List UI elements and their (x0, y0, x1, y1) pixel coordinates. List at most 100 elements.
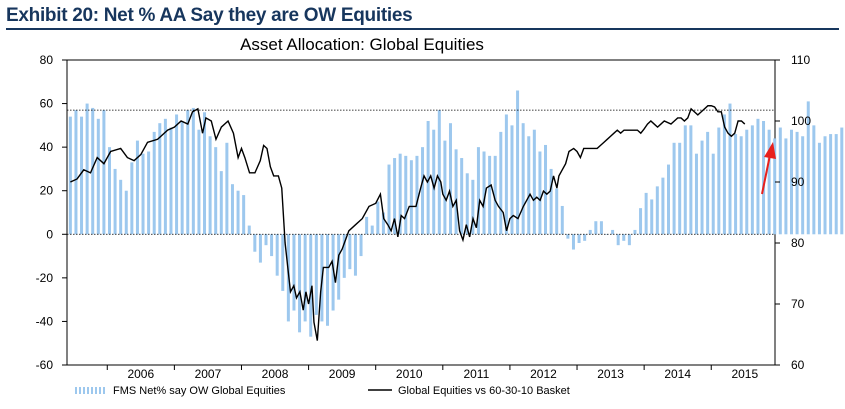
bar (409, 160, 413, 235)
x-axis-tick-label: 2010 (396, 367, 423, 381)
bar (722, 114, 726, 235)
x-axis-tick-label: 2011 (463, 367, 489, 381)
bar (370, 225, 374, 235)
bar (521, 123, 525, 235)
bar (247, 225, 251, 235)
left-axis-tick-label: 40 (40, 140, 54, 154)
trend-arrow (761, 142, 776, 195)
bar (68, 116, 72, 235)
bar (527, 136, 531, 235)
bar (594, 221, 598, 235)
bar (203, 112, 207, 235)
bar (141, 153, 145, 235)
bar (566, 234, 570, 239)
left-axis-tick-label: -20 (36, 271, 54, 285)
bar (644, 192, 648, 235)
bar (208, 136, 212, 235)
bar (353, 234, 357, 276)
right-axis-tick-label: 80 (791, 236, 805, 250)
bar (817, 142, 821, 235)
bar (219, 171, 223, 235)
axes: 80 60 40 20 0 -20 -40 -60 110 100 90 80 70 60 2006 2007… (36, 53, 812, 381)
bar (191, 107, 195, 235)
bar (499, 131, 503, 235)
bar (158, 123, 162, 235)
bar (762, 121, 766, 235)
bar (96, 118, 100, 235)
bar (801, 136, 805, 235)
bar (622, 234, 626, 241)
bar (689, 125, 693, 235)
bar (538, 151, 542, 235)
bar (633, 229, 637, 235)
x-axis-tick-label: 2014 (664, 367, 691, 381)
bar (694, 153, 698, 235)
left-axis-tick-label: -60 (36, 358, 54, 372)
bar (728, 103, 732, 235)
x-axis-tick-label: 2013 (597, 367, 624, 381)
bar (80, 116, 84, 235)
x-axis-tick-label: 2012 (530, 367, 557, 381)
legend: FMS Net% say OW Global Equities Global E… (75, 385, 570, 397)
bar (309, 234, 313, 337)
bar (706, 131, 710, 235)
bar (555, 188, 559, 235)
bar (337, 234, 341, 300)
bar (242, 195, 246, 235)
bar (393, 158, 397, 235)
legend-line-label: Global Equities vs 60-30-10 Basket (398, 385, 570, 397)
bar (102, 110, 106, 235)
bar (298, 234, 302, 333)
bar (454, 149, 458, 235)
bar (119, 179, 123, 235)
bar (560, 205, 564, 235)
x-axis-tick-label: 2008 (262, 367, 289, 381)
bar (264, 234, 268, 246)
bar (348, 234, 352, 270)
x-axis-tick-label: 2006 (127, 367, 154, 381)
bar (437, 110, 441, 235)
legend-bar-label: FMS Net% say OW Global Equities (113, 385, 286, 397)
right-axis-tick-label: 110 (791, 53, 810, 67)
bar (331, 234, 335, 311)
bar (812, 125, 816, 235)
bar (152, 131, 156, 235)
bar (130, 162, 134, 235)
left-axis-tick-label: 20 (40, 184, 54, 198)
bar (750, 125, 754, 235)
bar (74, 110, 78, 235)
right-axis-tick-label: 100 (791, 114, 811, 128)
left-axis-tick-label: 0 (46, 227, 53, 241)
bar (342, 234, 346, 278)
bar (258, 234, 262, 263)
bar (482, 151, 486, 235)
bar (376, 201, 380, 235)
bar (655, 186, 659, 235)
bar (639, 208, 643, 235)
bar (107, 147, 111, 235)
bar (169, 127, 173, 235)
bar (789, 129, 793, 235)
bar (432, 129, 436, 235)
bar (583, 234, 587, 241)
bar (683, 125, 687, 235)
bar (717, 127, 721, 235)
bar (404, 155, 408, 235)
bar (91, 107, 95, 235)
bar (365, 216, 369, 235)
right-axis-tick-label: 90 (791, 175, 805, 189)
bar (460, 158, 464, 235)
bar (476, 147, 480, 235)
bar (448, 123, 452, 235)
bar (616, 234, 620, 246)
bar (314, 234, 318, 315)
bar (840, 127, 844, 235)
bar-series (68, 90, 844, 337)
bar (756, 118, 760, 235)
bar (544, 144, 548, 235)
bar (236, 190, 240, 235)
bar (275, 234, 279, 276)
bar (180, 121, 184, 235)
bar (795, 131, 799, 235)
